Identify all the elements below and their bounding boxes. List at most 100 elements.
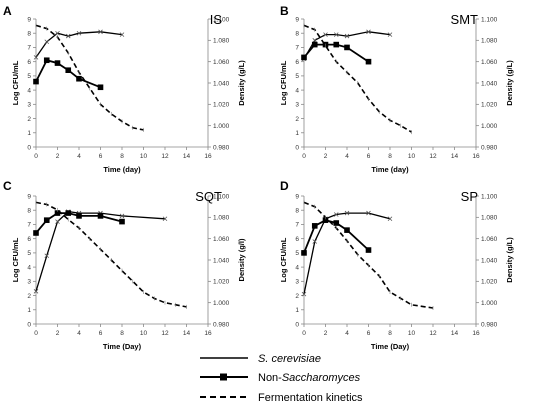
y-tick-label: 5 (295, 250, 299, 257)
x-tick-label: 8 (388, 153, 392, 160)
non-saccharomyces-point (365, 58, 372, 65)
y2-axis-title: Density (g/L) (505, 60, 514, 106)
x-axis-title: Time (Day) (103, 342, 142, 351)
legend-label-part: Non- (258, 372, 282, 384)
non-saccharomyces-line (35, 59, 101, 89)
s-cerevisiae-point (55, 219, 60, 224)
y2-tick-label: 1.020 (481, 279, 498, 286)
legend-label-part: Saccharomyces (282, 372, 361, 384)
y-tick-label: 9 (27, 193, 31, 200)
s-cerevisiae-point (55, 30, 60, 36)
y2-tick-label: 1.060 (481, 236, 498, 243)
non-saccharomyces-point (301, 250, 307, 256)
x-tick-label: 12 (161, 153, 169, 160)
y-tick-label: 0 (27, 321, 31, 328)
panel-letter: C (3, 179, 12, 193)
panel-d: 0 2 4 6 8 10 12 14 1601234567890.9801.0001.0201.… (279, 179, 514, 351)
non-saccharomyces-point (76, 75, 82, 82)
y2-tick-label: 1.000 (481, 300, 498, 307)
y-tick-label: 7 (27, 222, 31, 229)
x-tick-label: 16 (472, 153, 480, 160)
y-tick-label: 0 (27, 144, 31, 151)
y-tick-label: 9 (295, 16, 299, 23)
non-saccharomyces-point (54, 60, 61, 66)
non-saccharomyces-point (119, 218, 125, 225)
y2-tick-label: 1.040 (481, 80, 498, 87)
legend-swatch-square (220, 373, 227, 381)
y2-tick-label: 1.020 (213, 102, 230, 109)
x-tick-label: 0 (34, 330, 38, 337)
y2-tick-label: 1.040 (213, 257, 230, 264)
y-tick-label: 6 (27, 59, 31, 66)
y-tick-label: 8 (27, 31, 31, 38)
non-saccharomyces-point (33, 230, 39, 236)
panel-letter: A (3, 4, 12, 18)
y-tick-label: 0 (295, 321, 299, 328)
s-cerevisiae-point (162, 216, 168, 222)
x-tick-label: 2 (56, 330, 60, 337)
legend-item-solid-x: S. cerevisiae (200, 353, 321, 365)
y-tick-label: 8 (27, 208, 31, 215)
non-saccharomyces-point (322, 217, 329, 223)
y2-tick-label: 1.080 (213, 215, 230, 222)
s-cerevisiae-point (333, 32, 339, 37)
legend-label: S. cerevisiae (258, 353, 321, 365)
x-tick-label: 0 (302, 153, 306, 160)
s-cerevisiae-point (301, 291, 307, 297)
x-tick-label: 4 (345, 330, 349, 337)
s-cerevisiae-line (35, 31, 123, 58)
panel-title: SQT (195, 189, 222, 204)
x-tick-label: 16 (204, 330, 212, 337)
x-tick-label: 6 (367, 153, 371, 160)
legend-label: Fermentation kinetics (258, 392, 363, 404)
s-cerevisiae-point (344, 210, 350, 216)
y-tick-label: 5 (27, 250, 31, 257)
s-cerevisiae-point (76, 30, 82, 36)
panel-title: SMT (451, 12, 479, 27)
s-cerevisiae-point (65, 33, 71, 39)
s-cerevisiae-point (333, 212, 339, 217)
x-tick-label: 0 (34, 153, 38, 160)
fermentation-kinetics-line (303, 201, 434, 309)
non-saccharomyces-point (43, 57, 50, 64)
y-tick-label: 1 (295, 130, 299, 137)
x-tick-label: 2 (324, 330, 328, 337)
y-tick-label: 3 (295, 279, 299, 286)
x-tick-label: 12 (429, 153, 437, 160)
y-tick-label: 1 (295, 307, 299, 314)
x-axis-title: Time (Day) (371, 342, 410, 351)
x-tick-label: 4 (77, 330, 81, 337)
y2-tick-label: 1.020 (213, 279, 230, 286)
non-saccharomyces-point (311, 41, 318, 48)
x-tick-label: 6 (99, 330, 103, 337)
non-saccharomyces-point (344, 44, 350, 51)
y2-tick-label: 1.000 (481, 123, 498, 130)
non-saccharomyces-point (76, 213, 82, 219)
x-tick-label: 6 (367, 330, 371, 337)
s-cerevisiae-point (44, 253, 50, 259)
x-tick-label: 8 (120, 153, 124, 160)
x-tick-label: 14 (451, 153, 459, 160)
s-cerevisiae-point (366, 29, 371, 35)
y-tick-label: 7 (295, 222, 299, 229)
y2-tick-label: 1.000 (213, 123, 230, 130)
s-cerevisiae-point (33, 55, 39, 60)
y-tick-label: 4 (295, 264, 299, 271)
s-cerevisiae-point (387, 216, 393, 222)
y-tick-label: 7 (27, 45, 31, 52)
panel-title: SP (461, 189, 478, 204)
y-tick-label: 6 (295, 59, 299, 66)
y-tick-label: 2 (295, 116, 299, 123)
y-axis-title: Log CFU/mL (279, 60, 288, 105)
non-saccharomyces-point (311, 223, 318, 229)
x-tick-label: 14 (451, 330, 459, 337)
legend-label-part: Fermentation kinetics (258, 392, 363, 404)
panel-letter: D (280, 179, 289, 193)
y-tick-label: 2 (27, 293, 31, 300)
y-tick-label: 6 (27, 236, 31, 243)
y2-tick-label: 1.000 (213, 300, 230, 307)
y-tick-label: 8 (295, 31, 299, 38)
panel-letter: B (280, 4, 289, 18)
y2-tick-label: 1.080 (213, 38, 230, 45)
